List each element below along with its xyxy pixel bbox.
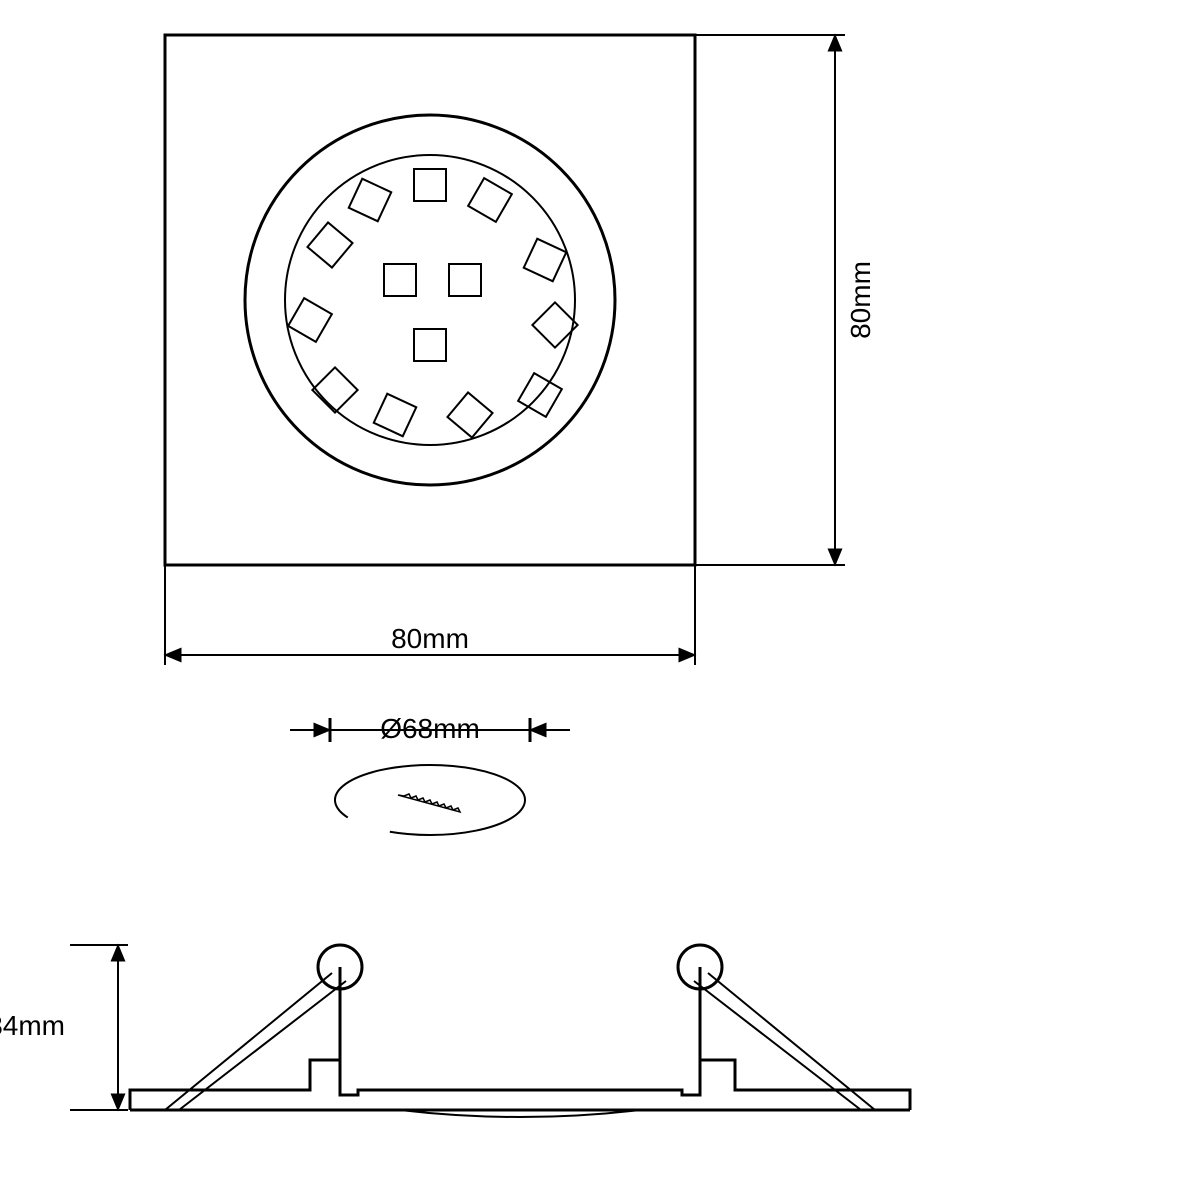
led-chip — [414, 169, 446, 201]
led-chip — [384, 264, 416, 296]
led-chip — [447, 392, 492, 437]
dim-width: 80mm — [165, 565, 695, 665]
cutout-view: Ø68mm — [290, 713, 570, 835]
technical-drawing: 80mm 80mm Ø68mm 34mm — [0, 0, 1200, 1200]
top-view — [165, 35, 695, 565]
dim-width-label: 80mm — [391, 623, 469, 654]
saw-icon — [398, 794, 460, 812]
cutout-dim-label: Ø68mm — [380, 713, 480, 744]
dim-height-label: 80mm — [845, 261, 876, 339]
led-chip — [449, 264, 481, 296]
dim-height: 80mm — [695, 35, 876, 565]
led-chip — [288, 298, 332, 342]
led-chip — [532, 302, 577, 347]
led-chip — [307, 222, 352, 267]
led-chip — [312, 367, 357, 412]
led-chip — [524, 239, 567, 282]
led-chip — [468, 178, 512, 222]
led-chip — [414, 329, 446, 361]
side-dim-label: 34mm — [0, 1010, 65, 1041]
side-view: 34mm — [0, 945, 910, 1117]
led-chip — [374, 394, 417, 437]
led-chip — [349, 179, 392, 222]
